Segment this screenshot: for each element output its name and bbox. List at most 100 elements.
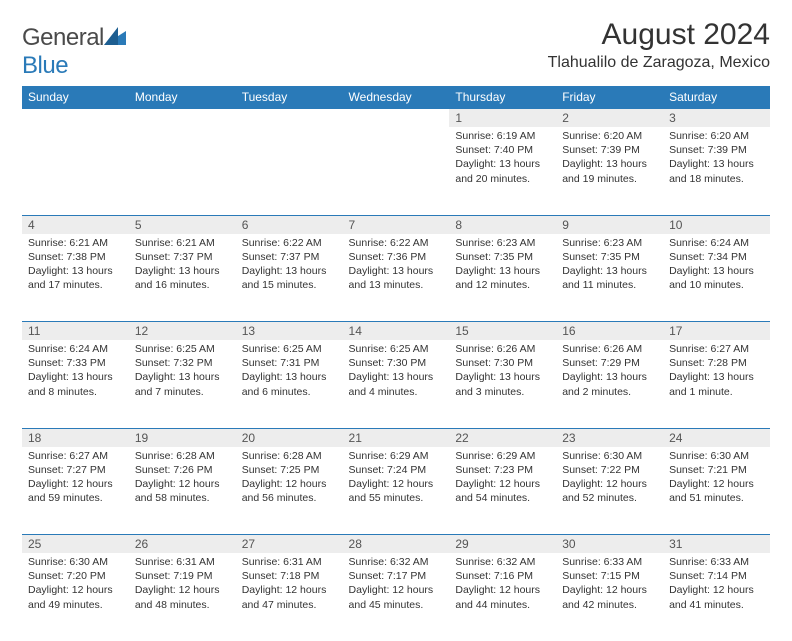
brand-name: General Blue: [22, 24, 126, 80]
location-label: Tlahualilo de Zaragoza, Mexico: [548, 54, 770, 72]
day-cell: Sunrise: 6:21 AMSunset: 7:38 PMDaylight:…: [22, 234, 129, 322]
day-number: 5: [129, 215, 236, 234]
sunrise-text: Sunrise: 6:32 AM: [455, 555, 550, 569]
title-block: August 2024 Tlahualilo de Zaragoza, Mexi…: [548, 18, 770, 72]
daylight-text: Daylight: 13 hours and 10 minutes.: [669, 264, 764, 292]
sunset-text: Sunset: 7:29 PM: [562, 356, 657, 370]
weekday-header: Sunday: [22, 86, 129, 109]
day-number: 29: [449, 535, 556, 554]
calendar-table: Sunday Monday Tuesday Wednesday Thursday…: [22, 86, 770, 641]
day-number: 7: [343, 215, 450, 234]
day-cell: Sunrise: 6:31 AMSunset: 7:18 PMDaylight:…: [236, 553, 343, 641]
day-number: 24: [663, 428, 770, 447]
day-number: 25: [22, 535, 129, 554]
day-cell: Sunrise: 6:28 AMSunset: 7:25 PMDaylight:…: [236, 447, 343, 535]
daylight-text: Daylight: 13 hours and 13 minutes.: [349, 264, 444, 292]
sunset-text: Sunset: 7:14 PM: [669, 569, 764, 583]
sunset-text: Sunset: 7:38 PM: [28, 250, 123, 264]
brand-logo: General Blue: [22, 18, 126, 80]
day-cell: Sunrise: 6:27 AMSunset: 7:28 PMDaylight:…: [663, 340, 770, 428]
daylight-text: Daylight: 12 hours and 58 minutes.: [135, 477, 230, 505]
brand-name-b: Blue: [22, 52, 68, 79]
sunrise-text: Sunrise: 6:31 AM: [242, 555, 337, 569]
day-number-row: 123: [22, 109, 770, 128]
daylight-text: Daylight: 13 hours and 18 minutes.: [669, 157, 764, 185]
day-cell: Sunrise: 6:25 AMSunset: 7:30 PMDaylight:…: [343, 340, 450, 428]
daylight-text: Daylight: 12 hours and 55 minutes.: [349, 477, 444, 505]
daylight-text: Daylight: 12 hours and 48 minutes.: [135, 583, 230, 611]
weekday-header-row: Sunday Monday Tuesday Wednesday Thursday…: [22, 86, 770, 109]
day-number-row: 45678910: [22, 215, 770, 234]
sunset-text: Sunset: 7:35 PM: [562, 250, 657, 264]
brand-name-a: General: [22, 24, 104, 51]
day-number: 15: [449, 322, 556, 341]
day-cell: Sunrise: 6:24 AMSunset: 7:34 PMDaylight:…: [663, 234, 770, 322]
day-number: 21: [343, 428, 450, 447]
sunrise-text: Sunrise: 6:28 AM: [135, 449, 230, 463]
day-cell: Sunrise: 6:30 AMSunset: 7:22 PMDaylight:…: [556, 447, 663, 535]
sunset-text: Sunset: 7:28 PM: [669, 356, 764, 370]
day-number: 27: [236, 535, 343, 554]
page-title: August 2024: [548, 18, 770, 52]
day-number: 19: [129, 428, 236, 447]
sunset-text: Sunset: 7:30 PM: [455, 356, 550, 370]
sunset-text: Sunset: 7:34 PM: [669, 250, 764, 264]
sunset-text: Sunset: 7:25 PM: [242, 463, 337, 477]
day-cell: [22, 127, 129, 215]
daylight-text: Daylight: 13 hours and 3 minutes.: [455, 370, 550, 398]
sunrise-text: Sunrise: 6:21 AM: [135, 236, 230, 250]
sunset-text: Sunset: 7:33 PM: [28, 356, 123, 370]
day-body-row: Sunrise: 6:19 AMSunset: 7:40 PM Daylight:…: [22, 127, 770, 215]
day-number: 26: [129, 535, 236, 554]
day-number: [236, 109, 343, 128]
daylight-text: Daylight: 12 hours and 44 minutes.: [455, 583, 550, 611]
day-cell: [343, 127, 450, 215]
daylight-text: Daylight: 12 hours and 51 minutes.: [669, 477, 764, 505]
sunset-text: Sunset: 7:16 PM: [455, 569, 550, 583]
sunrise-text: Sunrise: 6:30 AM: [28, 555, 123, 569]
day-number: 2: [556, 109, 663, 128]
day-number-row: 11121314151617: [22, 322, 770, 341]
daylight-text: Daylight: 13 hours and 11 minutes.: [562, 264, 657, 292]
day-cell: Sunrise: 6:32 AMSunset: 7:17 PMDaylight:…: [343, 553, 450, 641]
weekday-header: Wednesday: [343, 86, 450, 109]
day-cell: Sunrise: 6:33 AMSunset: 7:15 PMDaylight:…: [556, 553, 663, 641]
sunrise-text: Sunrise: 6:23 AM: [455, 236, 550, 250]
sunrise-text: Sunrise: 6:33 AM: [669, 555, 764, 569]
sunrise-text: Sunrise: 6:21 AM: [28, 236, 123, 250]
day-number: 17: [663, 322, 770, 341]
sunrise-text: Sunrise: 6:25 AM: [135, 342, 230, 356]
daylight-text: Daylight: 13 hours and 4 minutes.: [349, 370, 444, 398]
day-number: 23: [556, 428, 663, 447]
day-cell: Sunrise: 6:29 AMSunset: 7:23 PMDaylight:…: [449, 447, 556, 535]
sunrise-text: Sunrise: 6:33 AM: [562, 555, 657, 569]
sunrise-text: Sunrise: 6:19 AM: [455, 129, 550, 143]
day-number: 11: [22, 322, 129, 341]
day-number: 12: [129, 322, 236, 341]
day-cell: Sunrise: 6:30 AMSunset: 7:21 PMDaylight:…: [663, 447, 770, 535]
daylight-text: Daylight: 13 hours and 6 minutes.: [242, 370, 337, 398]
sunrise-text: Sunrise: 6:28 AM: [242, 449, 337, 463]
day-cell: Sunrise: 6:19 AMSunset: 7:40 PMDaylight:…: [449, 127, 556, 215]
sunset-text: Sunset: 7:39 PM: [562, 143, 657, 157]
daylight-text: Daylight: 13 hours and 1 minute.: [669, 370, 764, 398]
sunset-text: Sunset: 7:20 PM: [28, 569, 123, 583]
daylight-text: Daylight: 12 hours and 52 minutes.: [562, 477, 657, 505]
sunrise-text: Sunrise: 6:27 AM: [28, 449, 123, 463]
sunrise-text: Sunrise: 6:25 AM: [242, 342, 337, 356]
day-cell: Sunrise: 6:25 AMSunset: 7:32 PMDaylight:…: [129, 340, 236, 428]
sunset-text: Sunset: 7:35 PM: [455, 250, 550, 264]
day-body-row: Sunrise: 6:27 AMSunset: 7:27 PMDaylight:…: [22, 447, 770, 535]
day-cell: Sunrise: 6:21 AMSunset: 7:37 PMDaylight:…: [129, 234, 236, 322]
daylight-text: Daylight: 12 hours and 45 minutes.: [349, 583, 444, 611]
daylight-text: Daylight: 13 hours and 2 minutes.: [562, 370, 657, 398]
day-number: 20: [236, 428, 343, 447]
sunset-text: Sunset: 7:40 PM: [455, 143, 550, 157]
sunset-text: Sunset: 7:36 PM: [349, 250, 444, 264]
day-body-row: Sunrise: 6:24 AMSunset: 7:33 PMDaylight:…: [22, 340, 770, 428]
day-cell: Sunrise: 6:23 AMSunset: 7:35 PMDaylight:…: [556, 234, 663, 322]
day-cell: Sunrise: 6:22 AMSunset: 7:37 PMDaylight:…: [236, 234, 343, 322]
daylight-text: Daylight: 13 hours and 15 minutes.: [242, 264, 337, 292]
day-number: 4: [22, 215, 129, 234]
weekday-header: Friday: [556, 86, 663, 109]
